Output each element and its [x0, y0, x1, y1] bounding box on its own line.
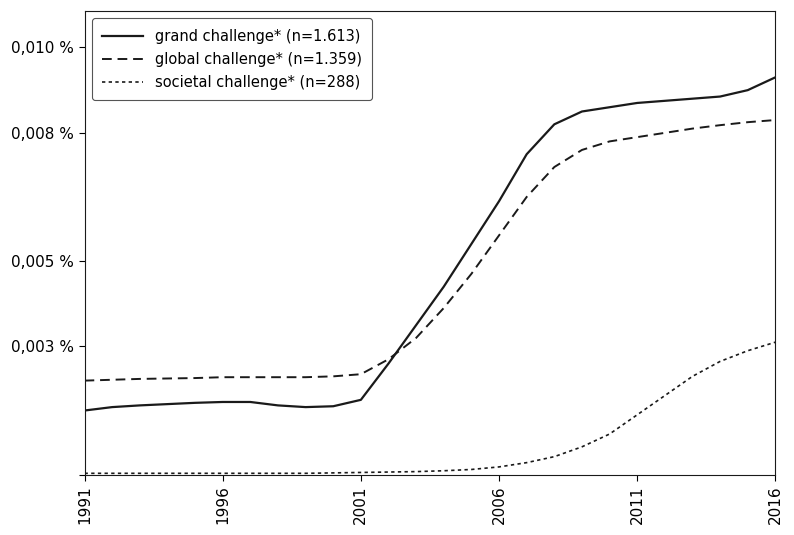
global challenge* (n=1.359) — [771, 117, 781, 123]
global challenge* (n=1.359) — [467, 271, 476, 277]
societal challenge* (n=288) — [439, 468, 449, 474]
grand challenge* (n=1.613) — [384, 360, 393, 366]
global challenge* (n=1.359) — [633, 134, 642, 140]
grand challenge* (n=1.613) — [439, 284, 449, 290]
global challenge* (n=1.359) — [135, 376, 145, 382]
global challenge* (n=1.359) — [329, 373, 338, 379]
societal challenge* (n=288) — [273, 470, 283, 477]
grand challenge* (n=1.613) — [356, 396, 365, 403]
societal challenge* (n=288) — [633, 411, 642, 418]
societal challenge* (n=288) — [411, 469, 421, 475]
societal challenge* (n=288) — [549, 454, 559, 460]
grand challenge* (n=1.613) — [218, 399, 227, 405]
Line: grand challenge* (n=1.613): grand challenge* (n=1.613) — [84, 78, 776, 410]
grand challenge* (n=1.613) — [715, 93, 725, 100]
global challenge* (n=1.359) — [660, 129, 669, 136]
global challenge* (n=1.359) — [439, 305, 449, 311]
societal challenge* (n=288) — [605, 431, 615, 437]
societal challenge* (n=288) — [356, 469, 365, 476]
global challenge* (n=1.359) — [218, 374, 227, 380]
societal challenge* (n=288) — [743, 348, 753, 354]
societal challenge* (n=288) — [245, 470, 255, 477]
societal challenge* (n=288) — [329, 470, 338, 476]
grand challenge* (n=1.613) — [301, 404, 310, 410]
global challenge* (n=1.359) — [79, 377, 89, 384]
societal challenge* (n=288) — [771, 339, 781, 346]
Line: societal challenge* (n=288): societal challenge* (n=288) — [84, 342, 776, 473]
grand challenge* (n=1.613) — [549, 121, 559, 127]
grand challenge* (n=1.613) — [743, 87, 753, 93]
global challenge* (n=1.359) — [107, 377, 117, 383]
societal challenge* (n=288) — [191, 470, 200, 477]
grand challenge* (n=1.613) — [495, 198, 504, 204]
global challenge* (n=1.359) — [688, 125, 697, 132]
grand challenge* (n=1.613) — [522, 151, 531, 157]
societal challenge* (n=288) — [79, 470, 89, 477]
Legend: grand challenge* (n=1.613), global challenge* (n=1.359), societal challenge* (n=: grand challenge* (n=1.613), global chall… — [92, 18, 372, 100]
societal challenge* (n=288) — [522, 460, 531, 466]
societal challenge* (n=288) — [163, 470, 172, 477]
global challenge* (n=1.359) — [577, 147, 587, 153]
grand challenge* (n=1.613) — [163, 401, 172, 407]
societal challenge* (n=288) — [384, 469, 393, 475]
societal challenge* (n=288) — [660, 392, 669, 399]
grand challenge* (n=1.613) — [135, 402, 145, 409]
global challenge* (n=1.359) — [522, 194, 531, 200]
grand challenge* (n=1.613) — [633, 100, 642, 106]
global challenge* (n=1.359) — [605, 138, 615, 144]
societal challenge* (n=288) — [218, 470, 227, 477]
grand challenge* (n=1.613) — [273, 402, 283, 409]
Line: global challenge* (n=1.359): global challenge* (n=1.359) — [84, 120, 776, 380]
grand challenge* (n=1.613) — [191, 400, 200, 406]
global challenge* (n=1.359) — [301, 374, 310, 380]
grand challenge* (n=1.613) — [467, 241, 476, 247]
global challenge* (n=1.359) — [245, 374, 255, 380]
grand challenge* (n=1.613) — [329, 403, 338, 409]
societal challenge* (n=288) — [467, 467, 476, 473]
societal challenge* (n=288) — [715, 358, 725, 365]
grand challenge* (n=1.613) — [688, 95, 697, 102]
global challenge* (n=1.359) — [549, 164, 559, 170]
global challenge* (n=1.359) — [743, 119, 753, 125]
societal challenge* (n=288) — [577, 444, 587, 450]
global challenge* (n=1.359) — [356, 371, 365, 377]
grand challenge* (n=1.613) — [771, 74, 781, 81]
global challenge* (n=1.359) — [495, 232, 504, 239]
societal challenge* (n=288) — [688, 373, 697, 379]
global challenge* (n=1.359) — [384, 356, 393, 363]
societal challenge* (n=288) — [107, 470, 117, 477]
societal challenge* (n=288) — [301, 470, 310, 477]
global challenge* (n=1.359) — [411, 335, 421, 341]
global challenge* (n=1.359) — [715, 122, 725, 128]
grand challenge* (n=1.613) — [577, 108, 587, 114]
grand challenge* (n=1.613) — [79, 407, 89, 414]
grand challenge* (n=1.613) — [660, 97, 669, 104]
grand challenge* (n=1.613) — [107, 404, 117, 410]
global challenge* (n=1.359) — [191, 375, 200, 381]
grand challenge* (n=1.613) — [411, 322, 421, 328]
grand challenge* (n=1.613) — [245, 399, 255, 405]
global challenge* (n=1.359) — [163, 375, 172, 381]
global challenge* (n=1.359) — [273, 374, 283, 380]
societal challenge* (n=288) — [495, 464, 504, 470]
societal challenge* (n=288) — [135, 470, 145, 477]
grand challenge* (n=1.613) — [605, 104, 615, 110]
